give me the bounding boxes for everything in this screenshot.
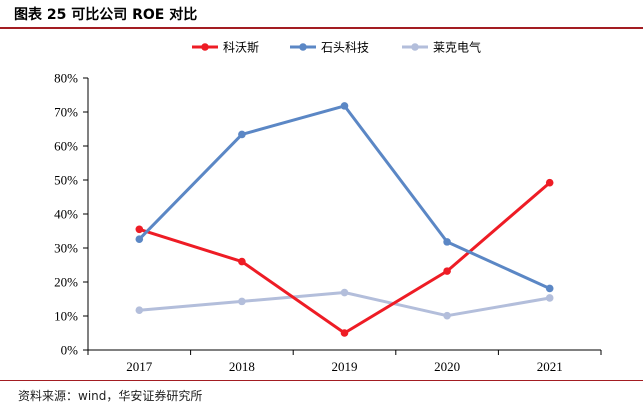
y-tick-label: 30% — [54, 241, 78, 256]
y-tick-label: 60% — [54, 139, 78, 154]
y-tick-label: 20% — [54, 275, 78, 290]
legend-swatch-marker — [411, 43, 419, 51]
figure-title: 图表 25 可比公司 ROE 对比 — [14, 7, 198, 23]
data-point — [545, 178, 554, 187]
chart-legend: 科沃斯 石头科技 莱克电气 — [192, 40, 481, 55]
y-tick-label: 0% — [61, 343, 79, 358]
data-point — [443, 238, 451, 246]
data-point — [238, 297, 246, 306]
series-3 — [135, 288, 554, 320]
data-point — [443, 311, 451, 320]
data-point — [238, 257, 246, 266]
data-point — [135, 225, 144, 234]
series-2 — [135, 102, 554, 293]
source-rule — [0, 380, 643, 381]
x-axis: 2017 2018 2019 2020 2021 — [87, 349, 602, 374]
data-point — [238, 130, 246, 139]
series-layer — [135, 102, 554, 337]
data-point — [135, 235, 144, 243]
x-tick-label: 2020 — [434, 359, 460, 374]
x-tick-label: 2018 — [229, 359, 255, 374]
data-point — [545, 294, 554, 302]
legend-label: 莱克电气 — [433, 40, 481, 55]
legend-swatch-marker — [299, 43, 307, 51]
series-line — [137, 181, 552, 335]
y-tick-label: 50% — [54, 173, 78, 188]
data-point — [340, 102, 349, 110]
data-point — [135, 306, 144, 315]
legend-label: 石头科技 — [321, 41, 369, 55]
y-tick-label: 10% — [54, 309, 78, 324]
data-point — [545, 284, 554, 293]
legend-item: 石头科技 — [290, 41, 369, 55]
y-tick-label: 70% — [54, 105, 78, 120]
y-tick-label: 40% — [54, 207, 78, 222]
source-note: 资料来源：wind，华安证券研究所 — [18, 389, 203, 403]
data-point — [443, 267, 451, 275]
data-point — [340, 288, 349, 297]
x-tick-label: 2019 — [332, 359, 358, 374]
x-tick-label: 2021 — [537, 359, 563, 374]
legend-label: 科沃斯 — [223, 41, 259, 55]
legend-item: 科沃斯 — [192, 41, 259, 55]
series-1 — [135, 178, 554, 337]
y-tick-label: 80% — [54, 71, 78, 86]
data-point — [340, 329, 349, 337]
legend-item: 莱克电气 — [402, 40, 481, 55]
roe-line-chart: 科沃斯 石头科技 莱克电气 0% 10% 20% 30% 40% 50% 60% 70% 80% 2… — [54, 40, 602, 374]
y-axis: 0% 10% 20% 30% 40% 50% 60% 70% 80% — [54, 71, 89, 358]
x-tick-label: 2017 — [126, 359, 153, 374]
series-line — [137, 104, 552, 290]
title-rule — [0, 27, 643, 29]
legend-swatch-marker — [201, 43, 209, 51]
